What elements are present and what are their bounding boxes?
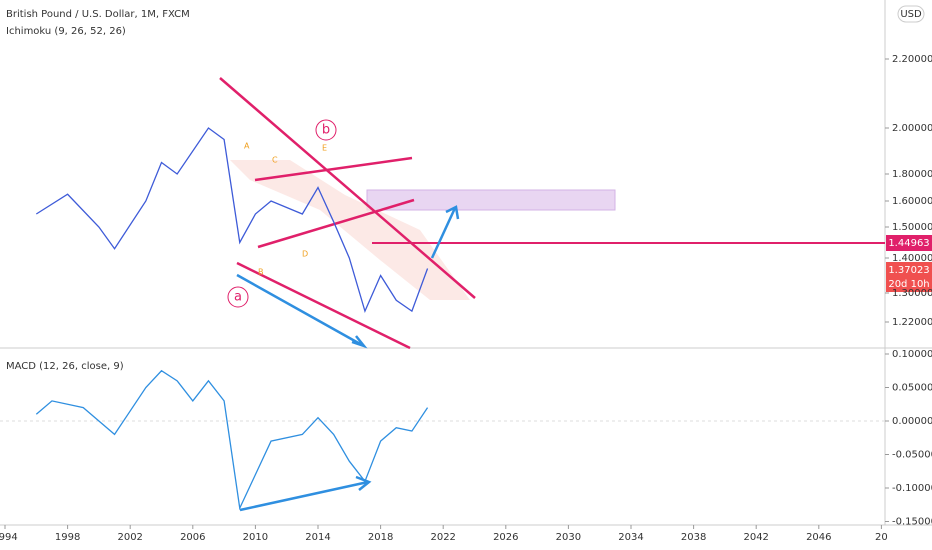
arrows bbox=[236, 205, 460, 512]
price-tick-label: 1.40000 bbox=[892, 253, 932, 264]
currency[interactable]: USD bbox=[900, 9, 922, 20]
level-label: 1.44963 bbox=[888, 238, 929, 249]
price-tick-label: 1.50000 bbox=[892, 222, 932, 233]
zone bbox=[366, 189, 616, 211]
point-label: B bbox=[258, 268, 264, 277]
year-label: 2026 bbox=[493, 532, 518, 543]
year-label: 2002 bbox=[117, 532, 142, 543]
last-label: 1.37023 bbox=[888, 265, 929, 276]
year-label: 2046 bbox=[806, 532, 831, 543]
price-tick-label: 2.00000 bbox=[892, 123, 932, 134]
last-marker bbox=[886, 262, 932, 292]
point-label: C bbox=[272, 156, 278, 165]
chart-title: British Pound / U.S. Dollar, 1M, FXCM bbox=[6, 9, 190, 20]
macd-line bbox=[35, 369, 429, 511]
point-labels: A B C D E bbox=[244, 142, 327, 277]
year-label: 1994 bbox=[0, 532, 18, 543]
year-label: 2010 bbox=[243, 532, 268, 543]
macd-tick-label: 0.00000 bbox=[892, 416, 932, 427]
cloud bbox=[230, 160, 470, 300]
macd-tick-label: -0.15000 bbox=[892, 517, 932, 528]
price-tick-label: 1.22000 bbox=[892, 317, 932, 328]
year-label: 2014 bbox=[305, 532, 330, 543]
year-label: 20 bbox=[875, 532, 888, 543]
countdown: 20d 10h bbox=[888, 279, 929, 290]
macd-tick-label: -0.05000 bbox=[892, 450, 932, 461]
price-tick-label: 1.80000 bbox=[892, 169, 932, 180]
year-label: 2038 bbox=[681, 532, 706, 543]
point-label: D bbox=[302, 250, 308, 259]
year-label: 2022 bbox=[430, 532, 455, 543]
wave-label: b bbox=[322, 123, 330, 138]
macd-tick-label: 0.10000 bbox=[892, 349, 932, 360]
point-label: E bbox=[322, 144, 327, 153]
point-label: A bbox=[244, 142, 250, 151]
indicator-label: Ichimoku (9, 26, 52, 26) bbox=[6, 26, 126, 37]
year-label: 2006 bbox=[180, 532, 205, 543]
year-label: 2034 bbox=[618, 532, 643, 543]
wave-label: a bbox=[234, 290, 242, 305]
circle-a bbox=[227, 286, 249, 308]
price-tick-label: 1.60000 bbox=[892, 196, 932, 207]
price-line bbox=[35, 127, 429, 314]
macd-tick-label: 0.05000 bbox=[892, 383, 932, 394]
currency-button[interactable] bbox=[897, 5, 925, 23]
year-label: 2042 bbox=[743, 532, 768, 543]
level-marker bbox=[886, 235, 932, 251]
price-tick-label: 2.20000 bbox=[892, 54, 932, 65]
circle-b bbox=[315, 119, 337, 141]
year-label: 1998 bbox=[55, 532, 80, 543]
trendlines bbox=[219, 77, 885, 350]
year-label: 2018 bbox=[368, 532, 393, 543]
year-label: 2030 bbox=[556, 532, 581, 543]
macd-label: MACD (12, 26, close, 9) bbox=[6, 361, 124, 372]
macd-tick-label: -0.10000 bbox=[892, 483, 932, 494]
price-tick-label: 1.30000 bbox=[892, 288, 932, 299]
